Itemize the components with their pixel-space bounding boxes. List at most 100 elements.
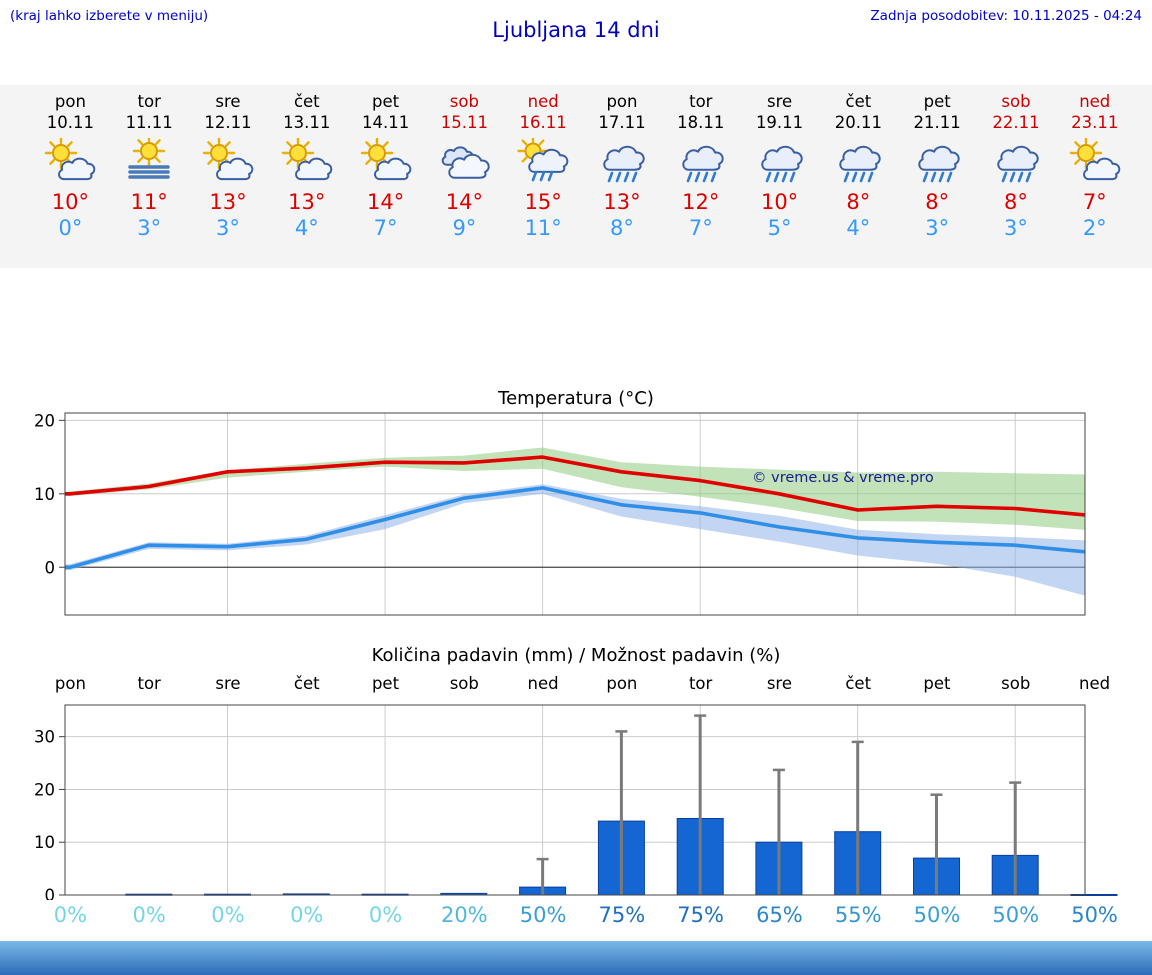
weather-icon-partly-sunny: [41, 136, 99, 184]
day-high-temp: 15°: [524, 190, 562, 214]
weather-icon-rain-sun: [514, 135, 572, 184]
precip-day-label: tor: [688, 674, 713, 693]
weather-icon-partly-sunny: [278, 136, 336, 184]
day-name: čet: [845, 92, 872, 111]
last-update: Zadnja posodobitev: 10.11.2025 - 04:24: [870, 8, 1142, 24]
precip-day-label: pon: [54, 674, 86, 693]
weather-icon-rain: [751, 138, 809, 184]
day-high-temp: 8°: [1004, 190, 1028, 214]
temp-chart-title: Temperatura (°C): [498, 388, 654, 409]
forecast-day-column: ned 23.11 7° 2°: [1055, 85, 1134, 268]
day-low-temp: 11°: [524, 216, 562, 240]
weather-icon-fog: [120, 134, 178, 184]
day-low-temp: 8°: [610, 216, 634, 240]
day-low-temp: 3°: [1004, 216, 1028, 240]
day-name: sob: [1001, 92, 1031, 111]
forecast-day-column: pet 21.11 8° 3°: [898, 85, 977, 268]
svg-text:10: 10: [34, 485, 55, 504]
forecast-day-column: ned 16.11 15° 11°: [504, 85, 583, 268]
weather-icon-rain: [987, 138, 1045, 184]
day-name: ned: [1079, 92, 1111, 111]
weather-icon-cloudy: [435, 138, 493, 184]
precip-percent-label: 0%: [290, 903, 324, 927]
svg-text:10: 10: [34, 833, 55, 852]
precip-percent-label: 0%: [211, 903, 245, 927]
day-low-temp: 3°: [925, 216, 950, 240]
forecast-day-column: tor 18.11 12° 7°: [661, 85, 740, 268]
precip-percent-label: 0%: [368, 903, 403, 927]
day-date: 21.11: [913, 113, 961, 132]
precip-day-label: pet: [923, 674, 951, 693]
precipitation-chart: 0 10 20 30: [34, 704, 1118, 900]
day-date: 20.11: [834, 113, 882, 132]
temperature-chart: 0 10 20: [34, 411, 1086, 616]
day-high-temp: 14°: [366, 190, 405, 214]
precip-percent-label: 50%: [1071, 903, 1118, 927]
day-name: pet: [372, 92, 400, 111]
day-high-temp: 13°: [209, 190, 247, 214]
forecast-day-column: čet 13.11 13° 4°: [267, 85, 346, 268]
day-high-temp: 13°: [288, 190, 326, 214]
forecast-day-column: sre 19.11 10° 5°: [740, 85, 819, 268]
day-date: 16.11: [519, 113, 567, 132]
weather-icon-rain: [908, 138, 966, 184]
day-low-temp: 7°: [373, 216, 398, 240]
day-low-temp: 0°: [58, 216, 83, 240]
day-date: 18.11: [677, 113, 725, 132]
day-date: 22.11: [992, 113, 1040, 132]
day-date: 10.11: [46, 113, 95, 132]
page-title: Ljubljana 14 dni: [492, 18, 660, 42]
svg-text:0: 0: [45, 886, 56, 900]
precip-day-label: sob: [449, 674, 479, 693]
temp-grid: [65, 413, 1085, 615]
precip-percent-label: 75%: [598, 903, 646, 927]
precip-day-label: čet: [845, 674, 872, 693]
weather-icon-rain: [593, 138, 651, 184]
precip-day-label: sre: [215, 674, 241, 693]
day-high-temp: 13°: [603, 190, 641, 214]
precip-day-label: sre: [766, 674, 792, 693]
day-date: 19.11: [755, 113, 804, 132]
forecast-day-column: pet 14.11 14° 7°: [346, 85, 425, 268]
weather-icon-partly-sunny: [199, 136, 257, 184]
day-high-temp: 12°: [682, 190, 720, 214]
day-date: 11.11: [125, 113, 173, 132]
day-low-temp: 3°: [137, 216, 162, 240]
day-low-temp: 2°: [1082, 216, 1107, 240]
day-name: pon: [606, 92, 638, 111]
day-high-temp: 10°: [760, 190, 799, 214]
day-date: 15.11: [440, 113, 488, 132]
precip-day-labels: pon tor sre čet pet sob ned pon tor sre čet pet sob n…: [31, 674, 1134, 693]
svg-text:20: 20: [34, 411, 55, 430]
svg-text:20: 20: [34, 780, 55, 799]
day-name: čet: [293, 92, 320, 111]
forecast-day-column: sob 15.11 14° 9°: [425, 85, 504, 268]
day-low-temp: 4°: [294, 216, 319, 240]
precip-day-label: sob: [1001, 674, 1031, 693]
weather-icon-rain: [829, 138, 887, 184]
precip-day-label: ned: [1079, 674, 1111, 693]
day-name: sre: [766, 92, 793, 111]
precip-chart-title: Količina padavin (mm) / Možnost padavin …: [371, 645, 781, 666]
svg-text:30: 30: [34, 728, 55, 747]
precip-day-label: pon: [606, 674, 638, 693]
temp-series: [65, 447, 1085, 596]
day-low-temp: 4°: [846, 216, 871, 240]
day-high-temp: 10°: [51, 190, 90, 214]
precip-whiskers: [536, 714, 1022, 895]
precip-day-label: tor: [137, 674, 161, 693]
weather-icon-partly-sunny: [1066, 136, 1124, 184]
day-high-temp: 8°: [925, 190, 950, 214]
day-low-temp: 7°: [688, 216, 713, 240]
precip-percent-label: 50%: [992, 903, 1040, 927]
day-high-temp: 11°: [130, 190, 168, 214]
day-high-temp: 8°: [846, 190, 871, 214]
footer-bar: [0, 941, 1152, 975]
day-date: 13.11: [283, 113, 331, 132]
day-date: 12.11: [204, 113, 252, 132]
forecast-day-column: sob 22.11 8° 3°: [977, 85, 1056, 268]
day-date: 17.11: [598, 113, 646, 132]
precip-day-label: pet: [371, 674, 400, 693]
precip-percent-label: 65%: [756, 903, 803, 927]
day-name: pet: [923, 92, 951, 111]
